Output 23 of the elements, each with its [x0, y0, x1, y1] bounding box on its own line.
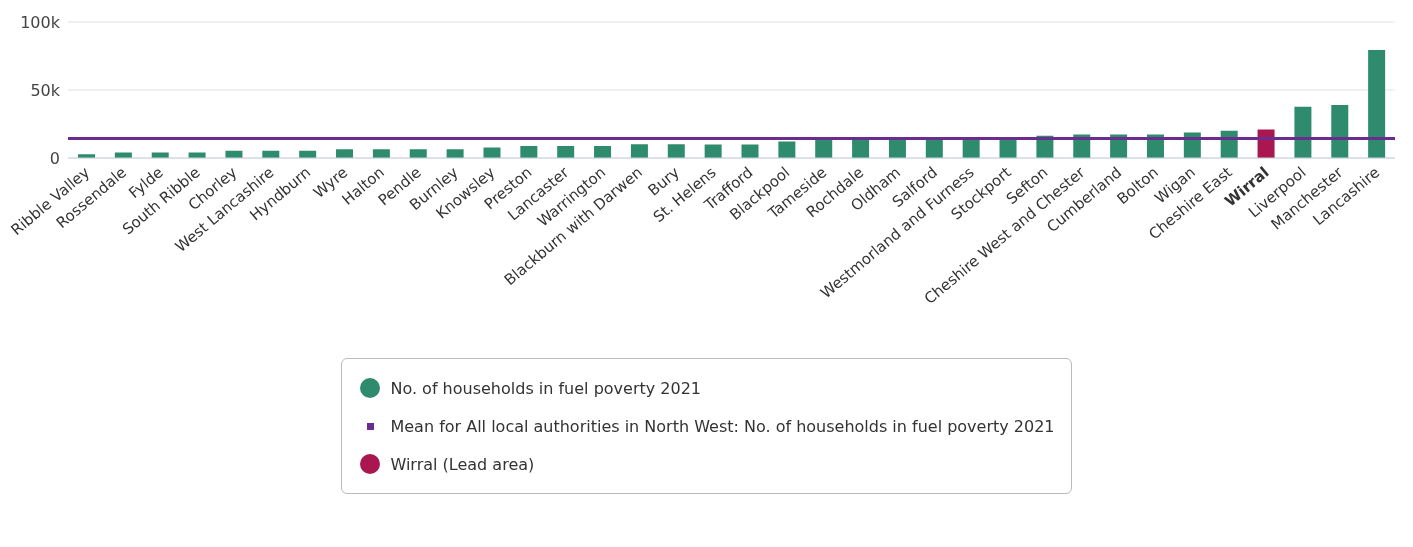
- bar: [483, 147, 501, 158]
- bar: [704, 144, 722, 158]
- bar: [520, 146, 538, 158]
- bar: [1331, 104, 1349, 158]
- legend-label: No. of households in fuel poverty 2021: [390, 378, 702, 398]
- bar: [630, 144, 648, 158]
- bar: [336, 149, 354, 158]
- legend-label: Mean for All local authorities in North West: No. of households in fuel poverty 2021: [390, 416, 1055, 436]
- bar: [594, 146, 612, 158]
- bar: [409, 149, 427, 158]
- legend-label: Wirral (Lead area): [390, 454, 535, 474]
- y-tick-label: 100k: [20, 12, 61, 32]
- bar: [778, 141, 796, 158]
- bar: [372, 149, 390, 158]
- bar: [557, 146, 575, 158]
- bar: [815, 139, 833, 158]
- bar: [667, 144, 685, 158]
- bar: [741, 144, 759, 158]
- bar: [1368, 49, 1386, 158]
- bar: [446, 149, 464, 158]
- bar: [1294, 106, 1312, 158]
- y-tick-label: 0: [49, 148, 60, 168]
- y-tick-label: 50k: [30, 80, 61, 100]
